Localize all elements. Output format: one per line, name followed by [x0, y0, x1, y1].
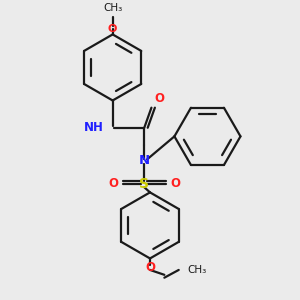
Text: O: O	[145, 261, 155, 274]
Text: CH₃: CH₃	[103, 4, 122, 14]
Text: O: O	[108, 177, 118, 190]
Text: O: O	[108, 24, 117, 34]
Text: S: S	[139, 177, 149, 191]
Text: N: N	[139, 154, 150, 167]
Text: NH: NH	[84, 121, 104, 134]
Text: CH₃: CH₃	[187, 265, 207, 275]
Text: O: O	[170, 177, 180, 190]
Text: O: O	[154, 92, 164, 105]
